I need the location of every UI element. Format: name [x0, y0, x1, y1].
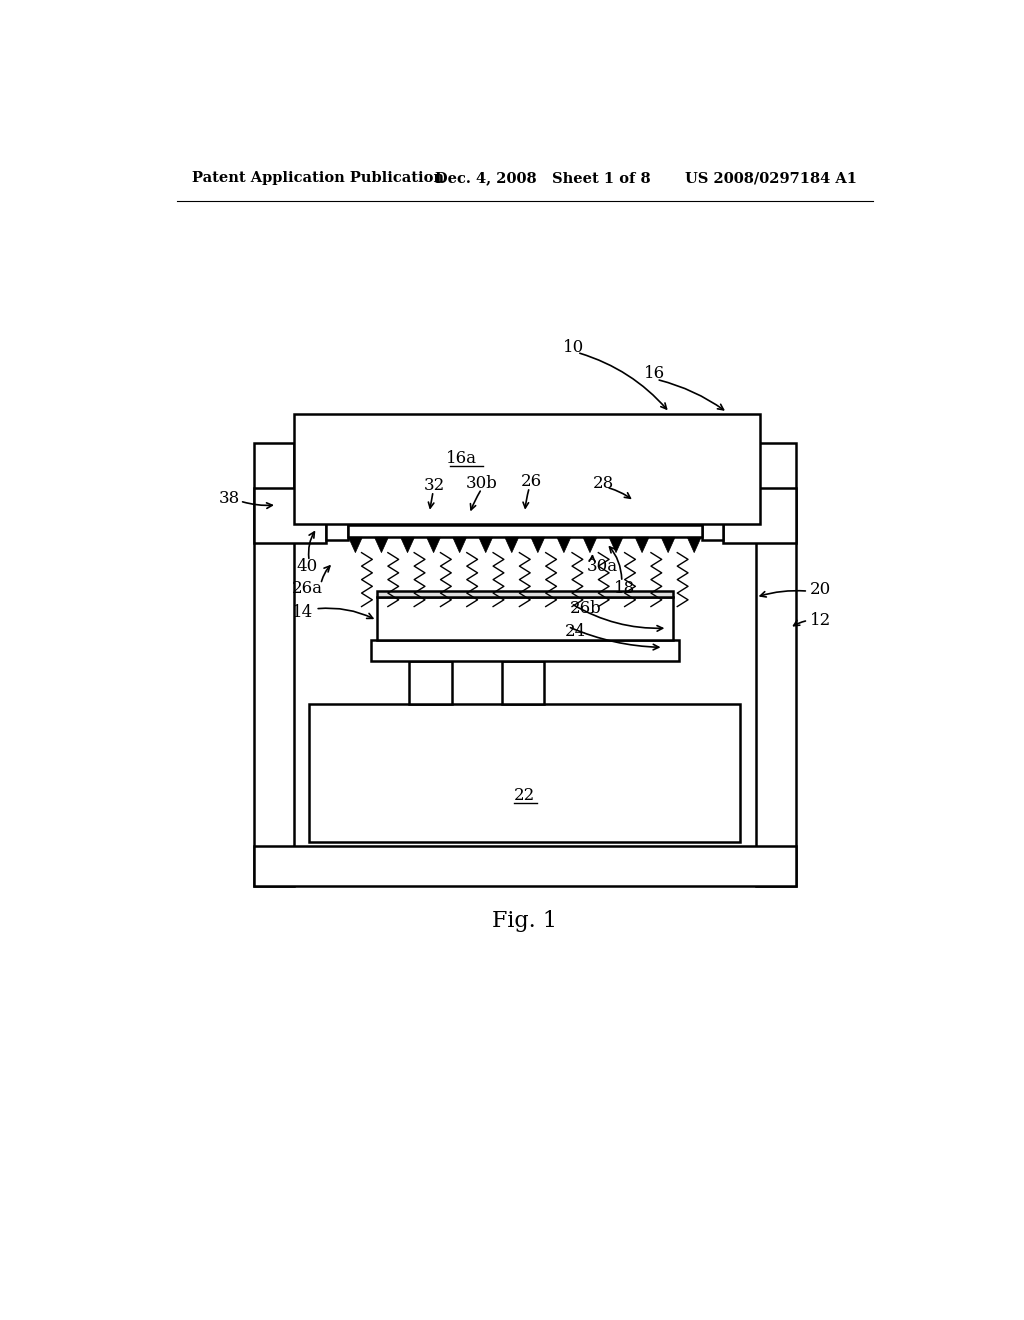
Text: 14: 14 [292, 605, 313, 622]
Polygon shape [427, 537, 440, 553]
Text: 30b: 30b [466, 475, 498, 492]
Polygon shape [662, 537, 675, 553]
Polygon shape [348, 537, 362, 553]
Text: 16: 16 [644, 366, 665, 383]
Polygon shape [557, 537, 570, 553]
Bar [254, 488, 326, 544]
Polygon shape [530, 537, 545, 553]
Text: 32: 32 [423, 477, 444, 494]
Bar [724, 488, 796, 544]
Text: 12: 12 [810, 612, 830, 628]
Bar [309, 704, 740, 842]
Bar [254, 444, 294, 886]
Text: 18: 18 [614, 579, 635, 597]
Text: 40: 40 [297, 558, 318, 576]
Bar [348, 525, 701, 537]
Polygon shape [453, 537, 467, 553]
Polygon shape [400, 537, 415, 553]
Bar [756, 444, 796, 886]
Bar [756, 444, 796, 886]
Bar [502, 661, 544, 704]
Bar [724, 488, 796, 544]
Text: 28: 28 [593, 475, 614, 492]
Text: 26: 26 [520, 474, 542, 490]
Text: US 2008/0297184 A1: US 2008/0297184 A1 [685, 172, 857, 185]
Polygon shape [609, 537, 623, 553]
Text: 24: 24 [565, 623, 586, 640]
Bar [701, 492, 724, 540]
Bar [701, 492, 724, 540]
Text: 30a: 30a [587, 558, 617, 576]
Text: 26a: 26a [292, 579, 324, 597]
Text: Patent Application Publication: Patent Application Publication [193, 172, 444, 185]
Text: Dec. 4, 2008   Sheet 1 of 8: Dec. 4, 2008 Sheet 1 of 8 [435, 172, 650, 185]
Text: 22: 22 [514, 788, 536, 804]
Polygon shape [635, 537, 649, 553]
Bar [294, 414, 761, 524]
Text: 10: 10 [562, 338, 584, 355]
Bar [326, 492, 348, 540]
Bar [326, 492, 348, 540]
Bar [254, 846, 796, 886]
Bar [410, 661, 452, 704]
Bar [254, 444, 294, 886]
Polygon shape [375, 537, 388, 553]
Polygon shape [479, 537, 493, 553]
Bar [254, 488, 326, 544]
Text: 20: 20 [810, 581, 830, 598]
Bar [371, 640, 679, 661]
Polygon shape [583, 537, 597, 553]
Text: 16a: 16a [446, 450, 477, 467]
Bar [377, 591, 673, 598]
Text: 38: 38 [218, 490, 240, 507]
Polygon shape [505, 537, 519, 553]
Bar [254, 846, 796, 886]
Text: Fig. 1: Fig. 1 [493, 909, 557, 932]
Text: 26b: 26b [569, 601, 601, 618]
Polygon shape [687, 537, 701, 553]
Bar [377, 597, 673, 640]
